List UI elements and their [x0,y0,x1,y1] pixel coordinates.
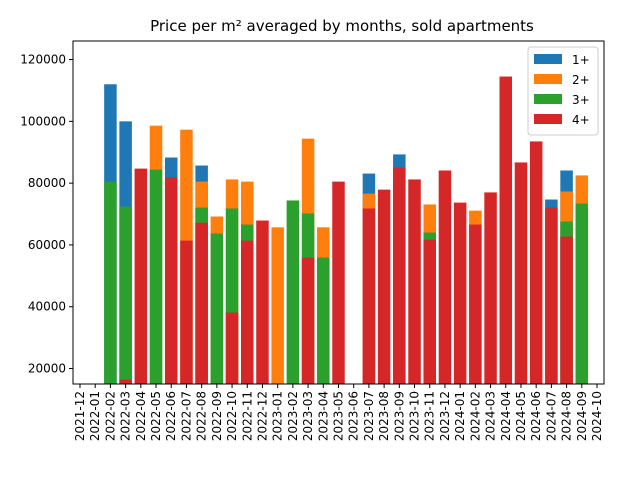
bar [408,179,421,384]
bar [134,168,148,384]
bar [164,177,178,384]
bar [362,208,376,384]
x-tick-label: 2024-02 [468,391,482,441]
x-tick-label: 2024-10 [590,391,604,441]
bar [241,240,254,384]
bar [317,257,330,384]
y-tick-label: 40000 [28,300,66,314]
bar [560,236,573,384]
y-tick-label: 80000 [28,176,66,190]
legend-label: 3+ [572,93,590,107]
x-tick-label: 2023-08 [377,391,391,441]
x-tick-label: 2022-08 [195,391,209,441]
bar [271,227,284,384]
x-tick-label: 2022-12 [255,391,269,441]
bar [545,207,558,384]
x-tick-label: 2022-11 [240,391,254,441]
bar [149,169,163,384]
bar [195,222,208,384]
legend: 1+ 2+ 3+ 4+ [527,46,599,136]
x-tick-label: 2024-04 [499,391,513,441]
x-tick-label: 2023-05 [332,391,346,441]
legend-label: 2+ [572,73,590,87]
y-tick-label: 100000 [20,114,66,128]
x-tick-label: 2024-05 [514,391,528,441]
x-tick-label: 2021-12 [73,391,87,441]
x-tick-label: 2024-07 [544,391,558,441]
bar [225,312,239,384]
legend-box [527,46,599,136]
x-tick-label: 2023-09 [392,391,406,441]
bar [484,192,497,384]
x-tick-label: 2022-09 [210,391,224,441]
bar [469,224,482,384]
plot-area [104,76,589,385]
bar [393,167,406,384]
x-tick-label: 2023-11 [423,391,437,441]
chart-title: Price per m² averaged by months, sold ap… [150,17,534,35]
x-tick-label: 2022-05 [149,391,163,441]
bar [453,202,467,384]
bar [377,189,391,384]
legend-swatch [534,114,562,124]
bar [256,220,269,384]
legend-swatch [534,94,562,104]
x-tick-label: 2024-08 [560,391,574,441]
legend-label: 4+ [572,113,590,127]
x-tick-label: 2022-02 [103,391,117,441]
bar [286,200,300,384]
legend-swatch [534,74,562,84]
x-tick-label: 2022-03 [119,391,133,441]
bar [119,206,132,384]
bar [332,181,345,384]
x-tick-label: 2024-01 [453,391,467,441]
x-tick-label: 2023-01 [271,391,285,441]
x-tick-label: 2023-12 [438,391,452,441]
x-tick-label: 2023-10 [408,391,422,441]
x-tick-label: 2024-06 [529,391,543,441]
bar [104,181,117,384]
legend-label: 1+ [572,53,590,67]
x-tick-label: 2022-10 [225,391,239,441]
x-tick-label: 2022-01 [88,391,102,441]
x-tick-label: 2023-03 [301,391,315,441]
x-tick-label: 2023-07 [362,391,376,441]
bar [210,233,224,384]
y-tick-label: 20000 [28,362,66,376]
bar [514,162,528,384]
x-tick-label: 2022-06 [164,391,178,441]
x-tick-label: 2022-04 [134,391,148,441]
legend-swatch [534,54,562,64]
bar [301,257,315,384]
x-tick-label: 2023-02 [286,391,300,441]
bar [529,141,543,384]
x-tick-label: 2024-03 [484,391,498,441]
x-tick-label: 2024-09 [575,391,589,441]
bar [575,203,589,384]
x-tick-label: 2023-04 [316,391,330,441]
x-tick-label: 2022-07 [179,391,193,441]
y-tick-label: 60000 [28,238,66,252]
bar [423,239,436,384]
bar [180,240,193,384]
x-tick-label: 2023-06 [347,391,361,441]
y-tick-label: 120000 [20,53,66,67]
bar [438,170,452,384]
bar [119,379,132,384]
bar [499,76,513,384]
